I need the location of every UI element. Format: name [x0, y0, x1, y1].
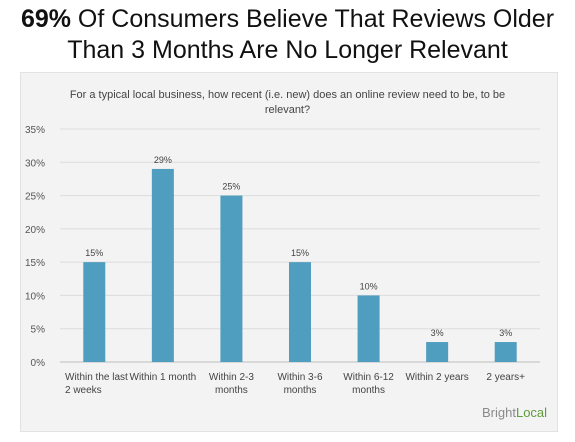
bar: [151, 168, 174, 362]
headline: 69% Of Consumers Believe That Reviews Ol…: [0, 4, 575, 66]
y-tick-label: 30%: [25, 158, 45, 169]
x-tick-label: Within the last: [65, 372, 128, 383]
bar: [83, 262, 106, 362]
x-tick-label: months: [215, 385, 248, 396]
brand-logo-part2: Local: [515, 405, 548, 420]
data-label: 15%: [85, 248, 103, 258]
data-label: 3%: [431, 328, 444, 338]
x-tick-label: Within 2 years: [405, 372, 468, 383]
headline-text: Of Consumers Believe That Reviews Older …: [67, 5, 555, 64]
bar: [289, 262, 311, 362]
data-label: 3%: [499, 328, 512, 338]
y-tick-label: 0%: [31, 358, 46, 369]
bar: [426, 342, 449, 362]
y-tick-label: 25%: [25, 192, 45, 203]
y-tick-label: 10%: [25, 291, 45, 302]
data-label: 15%: [291, 248, 309, 258]
y-tick-label: 20%: [25, 225, 45, 236]
x-tick-label: months: [352, 385, 385, 396]
data-label: 25%: [222, 182, 240, 192]
x-tick-label: Within 1 month: [130, 372, 197, 383]
x-tick-label: 2 weeks: [65, 385, 102, 396]
x-tick-label: Within 2-3: [209, 372, 254, 383]
bar: [494, 342, 517, 362]
y-tick-label: 5%: [31, 325, 46, 336]
chart-title: For a typical local business, how recent…: [69, 89, 506, 116]
data-label: 10%: [360, 281, 378, 291]
brand-logo-part1: Bright: [482, 405, 516, 420]
brand-logo: BrightLocal: [482, 405, 547, 420]
bar: [220, 195, 243, 362]
x-tick-label: Within 6-12: [343, 372, 394, 383]
x-tick-label: Within 3-6: [277, 372, 322, 383]
data-label: 29%: [154, 155, 172, 165]
bar: [357, 295, 380, 362]
x-tick-label: months: [284, 385, 317, 396]
y-tick-label: 35%: [25, 125, 45, 136]
x-tick-label: 2 years+: [486, 372, 525, 383]
chart-panel: [20, 72, 558, 432]
headline-highlight: 69%: [20, 5, 71, 33]
y-tick-label: 15%: [25, 258, 45, 269]
